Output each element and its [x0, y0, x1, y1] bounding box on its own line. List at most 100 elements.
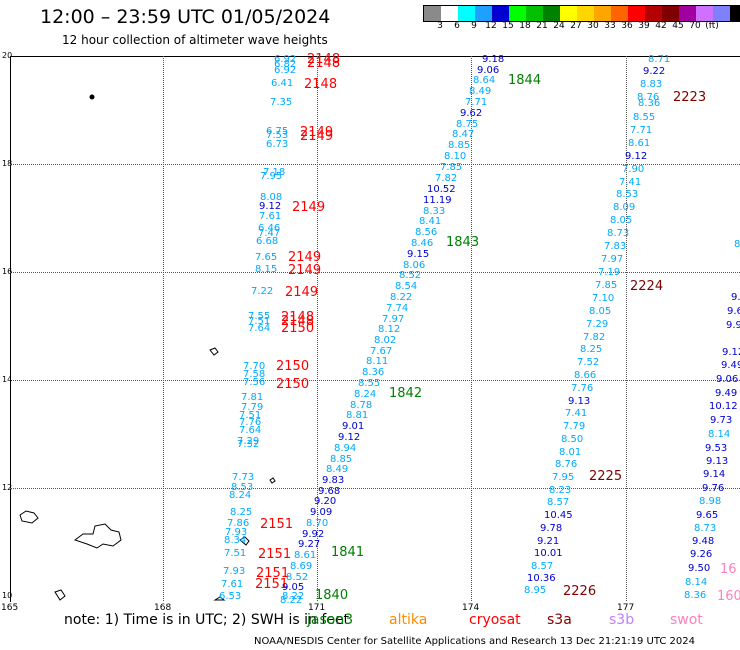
wave-height-value: 7.65 — [255, 252, 278, 263]
pass-time-label: 2148 — [307, 56, 341, 71]
pass-time-label: 2149 — [288, 250, 322, 265]
colorbar-swatch — [560, 6, 577, 21]
wave-height-value: 7.81 — [241, 392, 264, 403]
latitude-label: 16 — [2, 267, 13, 276]
wave-height-value: 7.47 — [258, 228, 281, 239]
wave-height-value: 9.92 — [302, 529, 325, 540]
wave-height-value: 9.06 — [477, 65, 500, 76]
pass-time-label: 2150 — [281, 321, 315, 336]
wave-height-value: 8.24 — [229, 490, 252, 501]
wave-height-value: 8.70 — [306, 518, 329, 529]
wave-height-value: 7.19 — [598, 267, 621, 278]
wave-height-value: 7.79 — [241, 402, 264, 413]
wave-height-value: 8.61 — [294, 550, 317, 561]
wave-height-value: 8.36 — [684, 590, 707, 601]
colorbar-swatch — [526, 6, 543, 21]
figure-title: 12:00 – 23:59 UTC 01/05/2024 — [40, 6, 331, 28]
wave-height-value: 9.76 — [702, 483, 725, 494]
wave-height-value: 9.06 — [716, 374, 739, 385]
wave-height-value: 7.51 — [248, 316, 271, 327]
wave-height-value: 8.06 — [403, 260, 426, 271]
colorbar-label: 15 — [502, 21, 514, 31]
wave-height-value: 7.18 — [263, 167, 286, 178]
wave-height-value: 7.56 — [243, 377, 266, 388]
wave-height-value: 9.20 — [314, 496, 337, 507]
wave-height-value: 9.83 — [322, 475, 345, 486]
wave-height-value: 7.52 — [577, 357, 600, 368]
wave-height-value: 7.51 — [224, 548, 247, 559]
wave-height-value: 8.57 — [531, 561, 554, 572]
wave-height-value: 9. — [731, 292, 740, 303]
longitude-label: 174 — [462, 603, 480, 613]
colorbar-swatch — [594, 6, 611, 21]
satellite-legend-s3b: s3b — [609, 612, 635, 628]
time-note: note: 1) Time is in UTC; 2) SWH is in fe… — [64, 612, 350, 628]
wave-height-value: 7.76 — [571, 383, 594, 394]
wave-height-value: 8.15 — [255, 264, 278, 275]
wave-height-value: 9.12 — [625, 151, 648, 162]
colorbar-swatch — [611, 6, 628, 21]
pass-time-label: 2149 — [292, 200, 326, 215]
footer-credit: NOAA/NESDIS Center for Satellite Applica… — [254, 636, 696, 647]
wave-height-value: 8.11 — [366, 356, 389, 367]
pass-time-label: 2149 — [300, 125, 334, 140]
parallel-line — [10, 272, 740, 273]
pass-time-label: 2223 — [673, 90, 707, 105]
colorbar-swatch — [628, 6, 645, 21]
longitude-label: 171 — [308, 603, 326, 613]
pass-time-label: 2150 — [276, 359, 310, 374]
wave-height-value: 8.33 — [423, 206, 446, 217]
wave-height-value: 9.13 — [706, 456, 729, 467]
colorbar-label: 36 — [621, 21, 633, 31]
wave-height-value: 8.01 — [559, 447, 582, 458]
colorbar-label: 27 — [570, 21, 582, 31]
colorbar-label: 42 — [655, 21, 667, 31]
wave-height-value: 7.93 — [225, 527, 248, 538]
colorbar-label: 18 — [519, 21, 531, 31]
wave-height-value: 7.67 — [370, 346, 393, 357]
satellite-legend-cryosat: cryosat — [469, 612, 521, 628]
wave-height-value: 6.82 — [274, 59, 297, 70]
wave-height-value: 7.41 — [565, 408, 588, 419]
pass-time-label: 1843 — [446, 235, 480, 250]
wave-height-value: 9.49 — [721, 360, 740, 371]
colorbar-label: 70 — [689, 21, 701, 31]
wave-height-value: 8.10 — [444, 151, 467, 162]
wave-height-value: 6.75 — [266, 126, 289, 137]
pass-time-label: 2150 — [276, 377, 310, 392]
pass-time-label: 2226 — [563, 584, 597, 599]
meridian-line — [317, 56, 318, 601]
pass-time-label: 2149 — [285, 285, 319, 300]
wave-height-value: 8.08 — [260, 192, 283, 203]
wave-height-value: 8.25 — [580, 344, 603, 355]
wave-height-value: 9.12 — [722, 347, 740, 358]
wave-height-value: 6.92 — [274, 54, 297, 65]
wave-height-value: 9.78 — [540, 523, 563, 534]
latitude-label: 12 — [2, 483, 13, 492]
wave-height-value: 7.90 — [622, 164, 645, 175]
pass-time-label: 2148 — [307, 52, 341, 67]
wave-height-value: 8.76 — [637, 92, 660, 103]
wave-height-value: 7.29 — [237, 436, 260, 447]
wave-height-value: 8.85 — [330, 454, 353, 465]
wave-height-value: 6.53 — [219, 591, 242, 602]
pass-time-label: 1844 — [508, 73, 542, 88]
wave-height-value: 8.54 — [395, 281, 418, 292]
pass-time-label: 1841 — [331, 545, 365, 560]
wave-height-value: 8.34 — [224, 535, 247, 546]
wave-height-value: 8.76 — [555, 459, 578, 470]
wave-height-value: 7.97 — [382, 314, 405, 325]
latitude-label: 18 — [2, 159, 13, 168]
wave-height-value: 8.81 — [346, 410, 369, 421]
wave-height-value: 7.51 — [239, 410, 262, 421]
pass-time-label: 2148 — [304, 77, 338, 92]
wave-height-value: 7.82 — [583, 332, 606, 343]
wave-height-value: 8.05 — [610, 215, 633, 226]
wave-height-value: 8.55 — [633, 112, 656, 123]
wave-height-value: 7.83 — [604, 241, 627, 252]
wave-height-value: 8 — [734, 239, 740, 250]
wave-height-value: 7.85 — [595, 280, 618, 291]
wave-height-value: 8.94 — [334, 443, 357, 454]
wave-height-value: 8.95 — [524, 585, 547, 596]
